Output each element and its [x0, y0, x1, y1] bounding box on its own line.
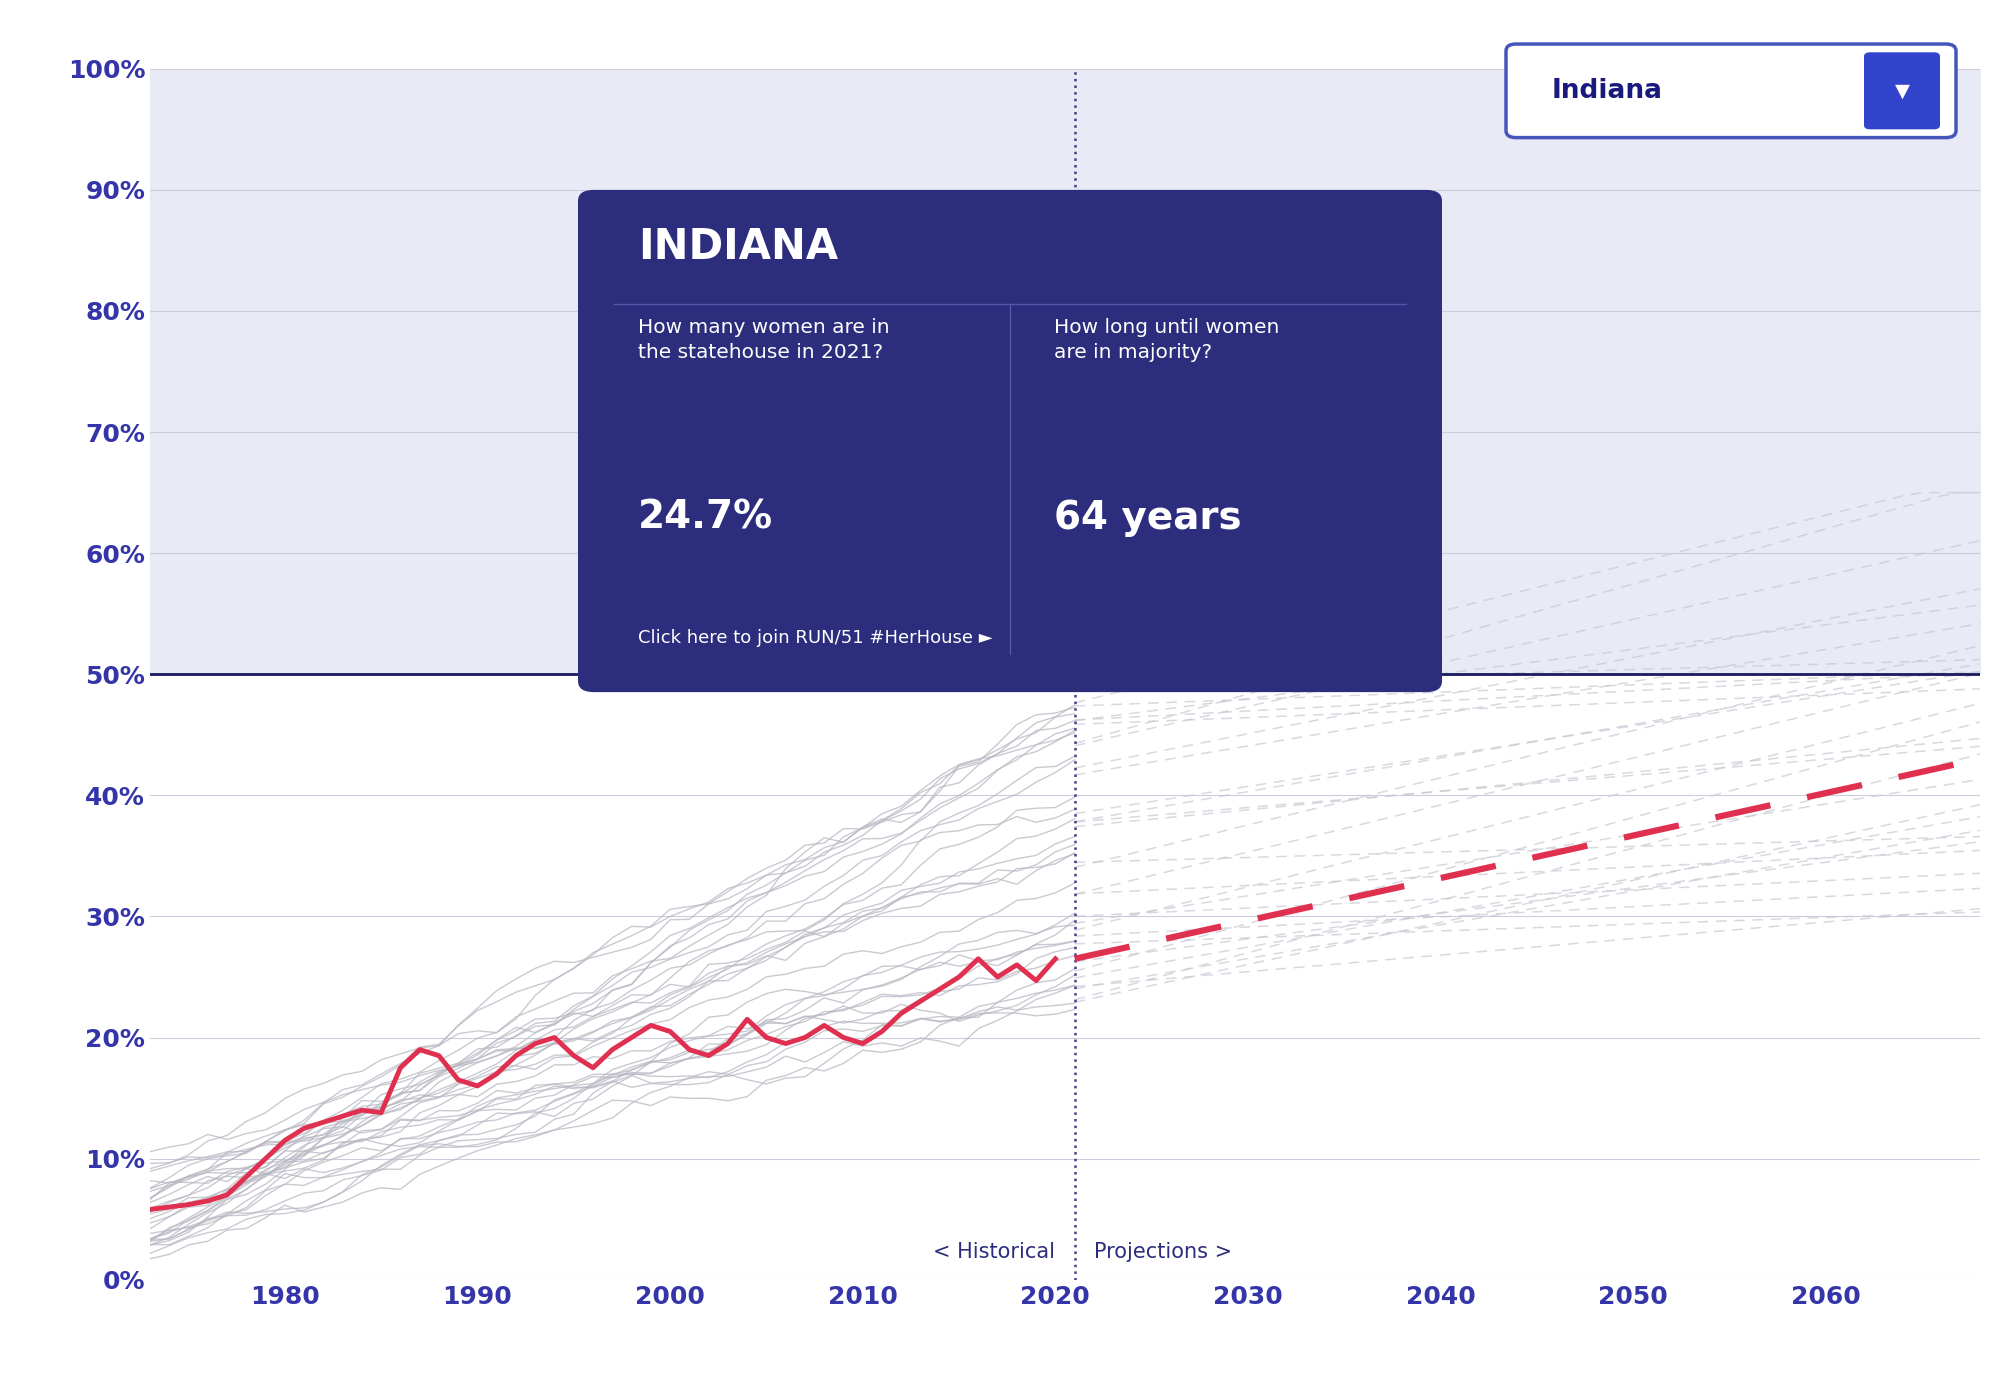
Text: Indiana: Indiana	[1552, 78, 1664, 103]
Text: Projections >: Projections >	[1094, 1241, 1232, 1262]
Text: INDIANA: INDIANA	[638, 226, 838, 268]
Text: ▼: ▼	[1894, 81, 1910, 100]
Text: How long until women
are in majority?: How long until women are in majority?	[1054, 318, 1280, 362]
Text: 24.7%: 24.7%	[638, 498, 774, 537]
Text: Click here to join RUN/51 #HerHouse ►: Click here to join RUN/51 #HerHouse ►	[638, 629, 992, 647]
Text: < Historical: < Historical	[934, 1241, 1056, 1262]
Text: How many women are in
the statehouse in 2021?: How many women are in the statehouse in …	[638, 318, 890, 362]
Text: 64 years: 64 years	[1054, 498, 1242, 537]
